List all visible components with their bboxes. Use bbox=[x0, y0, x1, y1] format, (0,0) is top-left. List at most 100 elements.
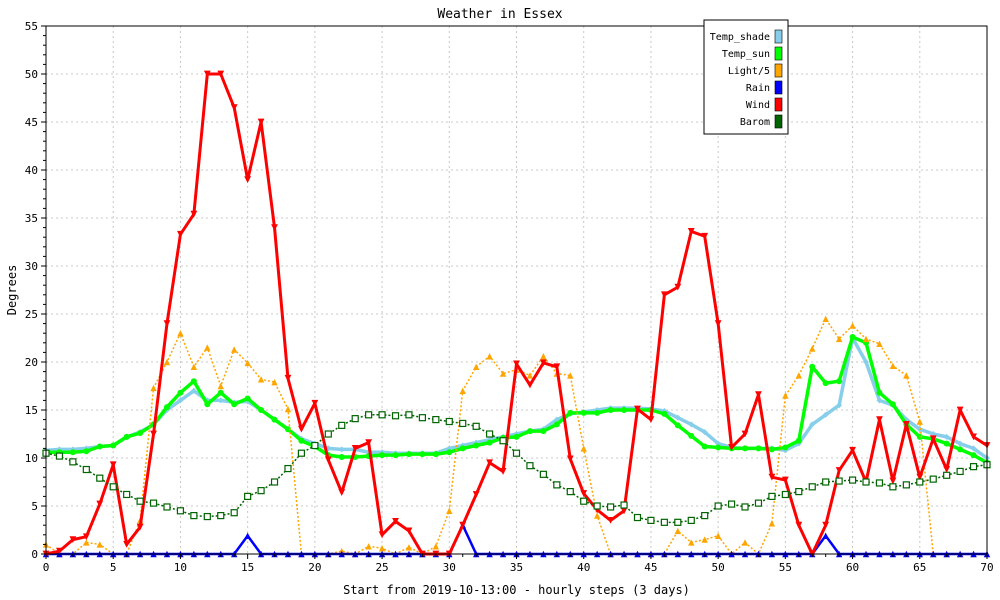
data-point-barom bbox=[768, 492, 776, 500]
data-point-light-5 bbox=[190, 363, 198, 370]
data-point-temp-sun bbox=[231, 401, 238, 408]
data-point-temp-sun bbox=[822, 380, 829, 387]
data-point-wind bbox=[123, 541, 131, 548]
data-point-barom bbox=[297, 449, 306, 457]
data-point-temp-sun bbox=[836, 378, 843, 385]
data-point-barom bbox=[929, 475, 937, 483]
data-point-barom bbox=[714, 502, 722, 510]
legend-swatch bbox=[774, 97, 783, 112]
data-point-barom bbox=[136, 497, 144, 505]
data-point-barom bbox=[822, 478, 830, 486]
data-point-barom bbox=[902, 481, 910, 489]
x-tick-label: 35 bbox=[510, 561, 523, 574]
data-point-light-5 bbox=[768, 520, 776, 527]
data-point-temp-shade bbox=[190, 387, 197, 394]
data-point-wind bbox=[499, 468, 507, 475]
y-tick-label: 25 bbox=[25, 308, 38, 321]
data-point-light-5 bbox=[365, 543, 372, 550]
data-point-light-5 bbox=[472, 363, 480, 370]
data-point-barom bbox=[835, 477, 843, 485]
data-point-barom bbox=[566, 488, 574, 496]
data-point-temp-sun bbox=[446, 449, 453, 456]
data-point-temp-sun bbox=[271, 416, 278, 423]
x-tick-label: 20 bbox=[308, 561, 321, 574]
x-tick-label: 55 bbox=[779, 561, 792, 574]
data-point-barom bbox=[338, 421, 346, 429]
data-point-temp-sun bbox=[110, 442, 117, 449]
data-point-barom bbox=[69, 458, 77, 466]
x-tick-label: 5 bbox=[110, 561, 117, 574]
data-point-barom bbox=[378, 411, 386, 419]
x-tick-label: 60 bbox=[846, 561, 859, 574]
legend-entry-label: Light/5 bbox=[728, 66, 770, 77]
data-point-barom bbox=[647, 516, 655, 525]
data-point-rain bbox=[244, 532, 251, 539]
data-point-wind bbox=[203, 70, 211, 78]
data-point-barom bbox=[741, 503, 749, 511]
data-point-barom bbox=[96, 474, 104, 482]
data-point-wind bbox=[109, 461, 117, 469]
data-point-light-5 bbox=[217, 382, 224, 390]
legend-swatch bbox=[774, 29, 783, 44]
data-point-temp-sun bbox=[258, 407, 265, 413]
data-point-barom bbox=[781, 490, 789, 499]
data-point-wind bbox=[230, 104, 238, 111]
data-point-wind bbox=[553, 363, 561, 371]
x-tick-label: 15 bbox=[241, 561, 254, 574]
data-point-barom bbox=[351, 415, 359, 423]
data-point-temp-sun bbox=[742, 445, 749, 452]
x-tick-label: 25 bbox=[375, 561, 388, 574]
data-point-wind bbox=[82, 533, 90, 541]
data-point-wind bbox=[324, 456, 332, 464]
data-point-temp-sun bbox=[432, 451, 439, 458]
data-point-temp-sun bbox=[916, 433, 923, 440]
data-point-barom bbox=[943, 471, 951, 479]
data-point-temp-shade bbox=[701, 429, 708, 436]
data-point-barom bbox=[593, 502, 601, 510]
legend-swatch bbox=[774, 114, 783, 129]
data-point-barom bbox=[257, 487, 265, 495]
data-point-light-5 bbox=[163, 358, 171, 366]
data-point-barom bbox=[432, 416, 440, 424]
data-point-wind bbox=[755, 391, 762, 399]
data-point-barom bbox=[311, 441, 319, 450]
data-point-wind bbox=[728, 444, 735, 451]
data-point-light-5 bbox=[903, 372, 910, 379]
data-point-barom bbox=[539, 470, 547, 478]
legend-entry-label: Barom bbox=[740, 117, 770, 128]
data-point-temp-sun bbox=[580, 409, 587, 416]
data-point-wind bbox=[190, 210, 198, 218]
data-point-light-5 bbox=[862, 335, 870, 343]
data-point-light-5 bbox=[849, 322, 856, 329]
data-point-light-5 bbox=[257, 376, 265, 383]
data-point-wind bbox=[701, 232, 709, 240]
data-point-light-5 bbox=[593, 512, 601, 519]
data-point-barom bbox=[660, 518, 668, 526]
data-point-barom bbox=[512, 449, 521, 457]
data-point-wind bbox=[56, 547, 63, 555]
data-point-temp-sun bbox=[809, 363, 816, 370]
data-point-barom bbox=[701, 511, 709, 520]
series-wind bbox=[42, 70, 991, 558]
data-point-barom bbox=[875, 479, 884, 487]
data-point-wind bbox=[902, 421, 910, 428]
data-point-temp-sun bbox=[594, 409, 601, 416]
data-point-temp-sun bbox=[513, 433, 520, 440]
data-point-barom bbox=[553, 481, 561, 489]
data-point-wind bbox=[526, 381, 534, 389]
data-point-wind bbox=[163, 320, 171, 327]
y-tick-label: 50 bbox=[25, 68, 38, 81]
data-point-barom bbox=[109, 483, 117, 491]
data-point-barom bbox=[123, 490, 131, 499]
data-point-wind bbox=[513, 360, 520, 368]
data-point-temp-sun bbox=[755, 445, 762, 452]
data-point-barom bbox=[445, 417, 453, 426]
x-tick-label: 45 bbox=[644, 561, 657, 574]
series-barom bbox=[42, 411, 991, 526]
data-point-wind bbox=[96, 500, 104, 508]
data-point-temp-sun bbox=[190, 378, 197, 385]
data-point-wind bbox=[674, 283, 682, 291]
data-point-wind bbox=[634, 405, 641, 413]
